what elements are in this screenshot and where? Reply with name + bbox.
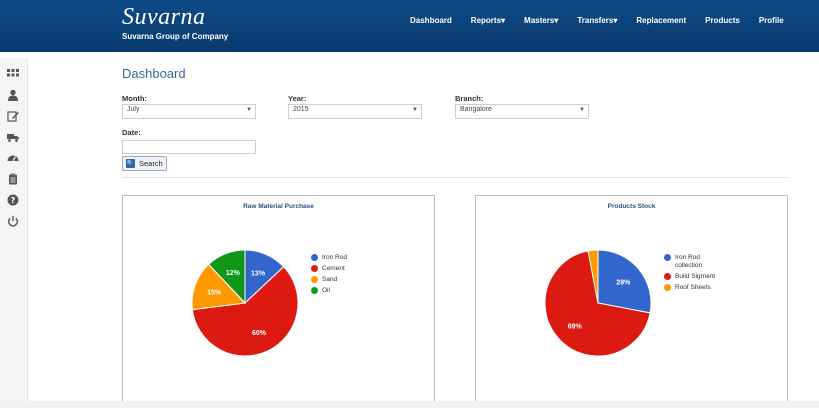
search-button[interactable]: 🔍 Search (122, 156, 167, 171)
legend-dot (311, 276, 318, 283)
year-select-value: 2015 (293, 106, 309, 113)
branch-select[interactable]: Bangalore ▼ (455, 104, 589, 119)
raw-material-pie-chart: 13% 60% 15% 12% (191, 249, 299, 357)
sidebar: ? (0, 58, 28, 408)
edit-icon[interactable] (5, 108, 21, 124)
legend-label: Oil (322, 287, 330, 294)
raw-material-chart-panel: Raw Material Purchase 13% 60% 15% 12% Iron … (122, 195, 435, 405)
pie-slice-build-sigment[interactable] (544, 250, 651, 357)
nav-transfers[interactable]: Transfers▾ (577, 16, 618, 25)
pie-data-label: 12% (226, 270, 241, 277)
legend-item: Roof Sheets (664, 284, 727, 292)
pie-data-label: 69% (568, 324, 583, 331)
legend-item: Oil (311, 287, 347, 295)
legend-dot (664, 284, 671, 291)
legend-item: Sand (311, 276, 347, 284)
chart-legend: Iron Rod Cement Sand Oil (311, 254, 347, 298)
products-stock-pie-chart: 28% 69% (544, 249, 652, 357)
legend-label: Sand (322, 276, 338, 283)
clipboard-icon[interactable] (5, 171, 21, 187)
pie-slice-cement[interactable] (191, 266, 299, 357)
pie-data-label: 60% (252, 330, 267, 337)
legend-dot (311, 254, 318, 261)
top-navbar: Suvarna Suvarna Group of Company Dashboa… (0, 0, 819, 52)
pie-slice-sand[interactable] (191, 263, 247, 311)
svg-text:?: ? (11, 196, 16, 205)
main-nav: Dashboard Reports▾ Masters▾ Transfers▾ R… (410, 16, 803, 25)
chart-title: Raw Material Purchase (243, 203, 314, 210)
pie-slice-iron-rod-collection[interactable] (597, 249, 652, 314)
date-label: Date: (122, 128, 141, 137)
truck-icon[interactable] (5, 129, 21, 145)
brand[interactable]: Suvarna Suvarna Group of Company (122, 4, 228, 41)
branch-select-value: Bangalore (460, 106, 492, 113)
help-icon[interactable]: ? (5, 192, 21, 208)
legend-item: Iron Rod collection (664, 254, 727, 270)
chart-title: Products Stock (607, 203, 656, 210)
chevron-down-icon: ▼ (246, 107, 252, 113)
legend-item: Build Sigment (664, 273, 727, 281)
chart-legend: Iron Rod collection Build Sigment Roof S… (664, 254, 727, 295)
chevron-down-icon: ▼ (579, 107, 585, 113)
power-icon[interactable] (5, 213, 21, 229)
month-label: Month: (122, 94, 147, 103)
nav-dashboard[interactable]: Dashboard (410, 16, 452, 25)
month-select-value: July (127, 106, 140, 113)
products-stock-chart-panel: Products Stock 28% 69% Iron Rod collectio… (475, 195, 788, 405)
nav-replacement[interactable]: Replacement (636, 16, 687, 25)
legend-label: Build Sigment (675, 273, 716, 280)
dashboard-gauge-icon[interactable] (5, 150, 21, 166)
pie-slice-roof-sheets[interactable] (587, 249, 599, 304)
nav-reports[interactable]: Reports▾ (470, 16, 506, 25)
legend-item: Cement (311, 265, 347, 273)
legend-dot (311, 287, 318, 294)
legend-dot (664, 254, 671, 261)
pie-data-label: 28% (616, 280, 631, 287)
brand-logo[interactable]: Suvarna (122, 4, 206, 30)
month-select[interactable]: July ▼ (122, 104, 256, 119)
nav-masters[interactable]: Masters▾ (524, 16, 559, 25)
grid-icon[interactable] (5, 66, 21, 82)
legend-dot (664, 273, 671, 280)
legend-dot (311, 265, 318, 272)
section-divider (122, 177, 788, 178)
legend-label: Cement (322, 265, 345, 272)
search-button-label: Search (139, 159, 163, 168)
date-input[interactable] (122, 140, 256, 154)
pie-data-label: 15% (207, 289, 222, 296)
pie-data-label: 13% (251, 270, 266, 277)
user-icon[interactable] (5, 87, 21, 103)
legend-label: Iron Rod (322, 254, 347, 261)
legend-label: Iron Rod collection (675, 254, 703, 269)
year-label: Year: (288, 94, 307, 103)
legend-label: Roof Sheets (675, 284, 711, 291)
branch-label: Branch: (455, 94, 484, 103)
nav-profile[interactable]: Profile (758, 16, 784, 25)
footer-strip (0, 401, 819, 408)
page-title: Dashboard (122, 66, 186, 81)
nav-products[interactable]: Products (705, 16, 740, 25)
brand-subtitle: Suvarna Group of Company (122, 32, 229, 41)
year-select[interactable]: 2015 ▼ (288, 104, 422, 119)
search-icon: 🔍 (126, 159, 135, 168)
pie-slice-oil[interactable] (208, 249, 246, 305)
chevron-down-icon: ▼ (412, 107, 418, 113)
legend-item: Iron Rod (311, 254, 347, 262)
